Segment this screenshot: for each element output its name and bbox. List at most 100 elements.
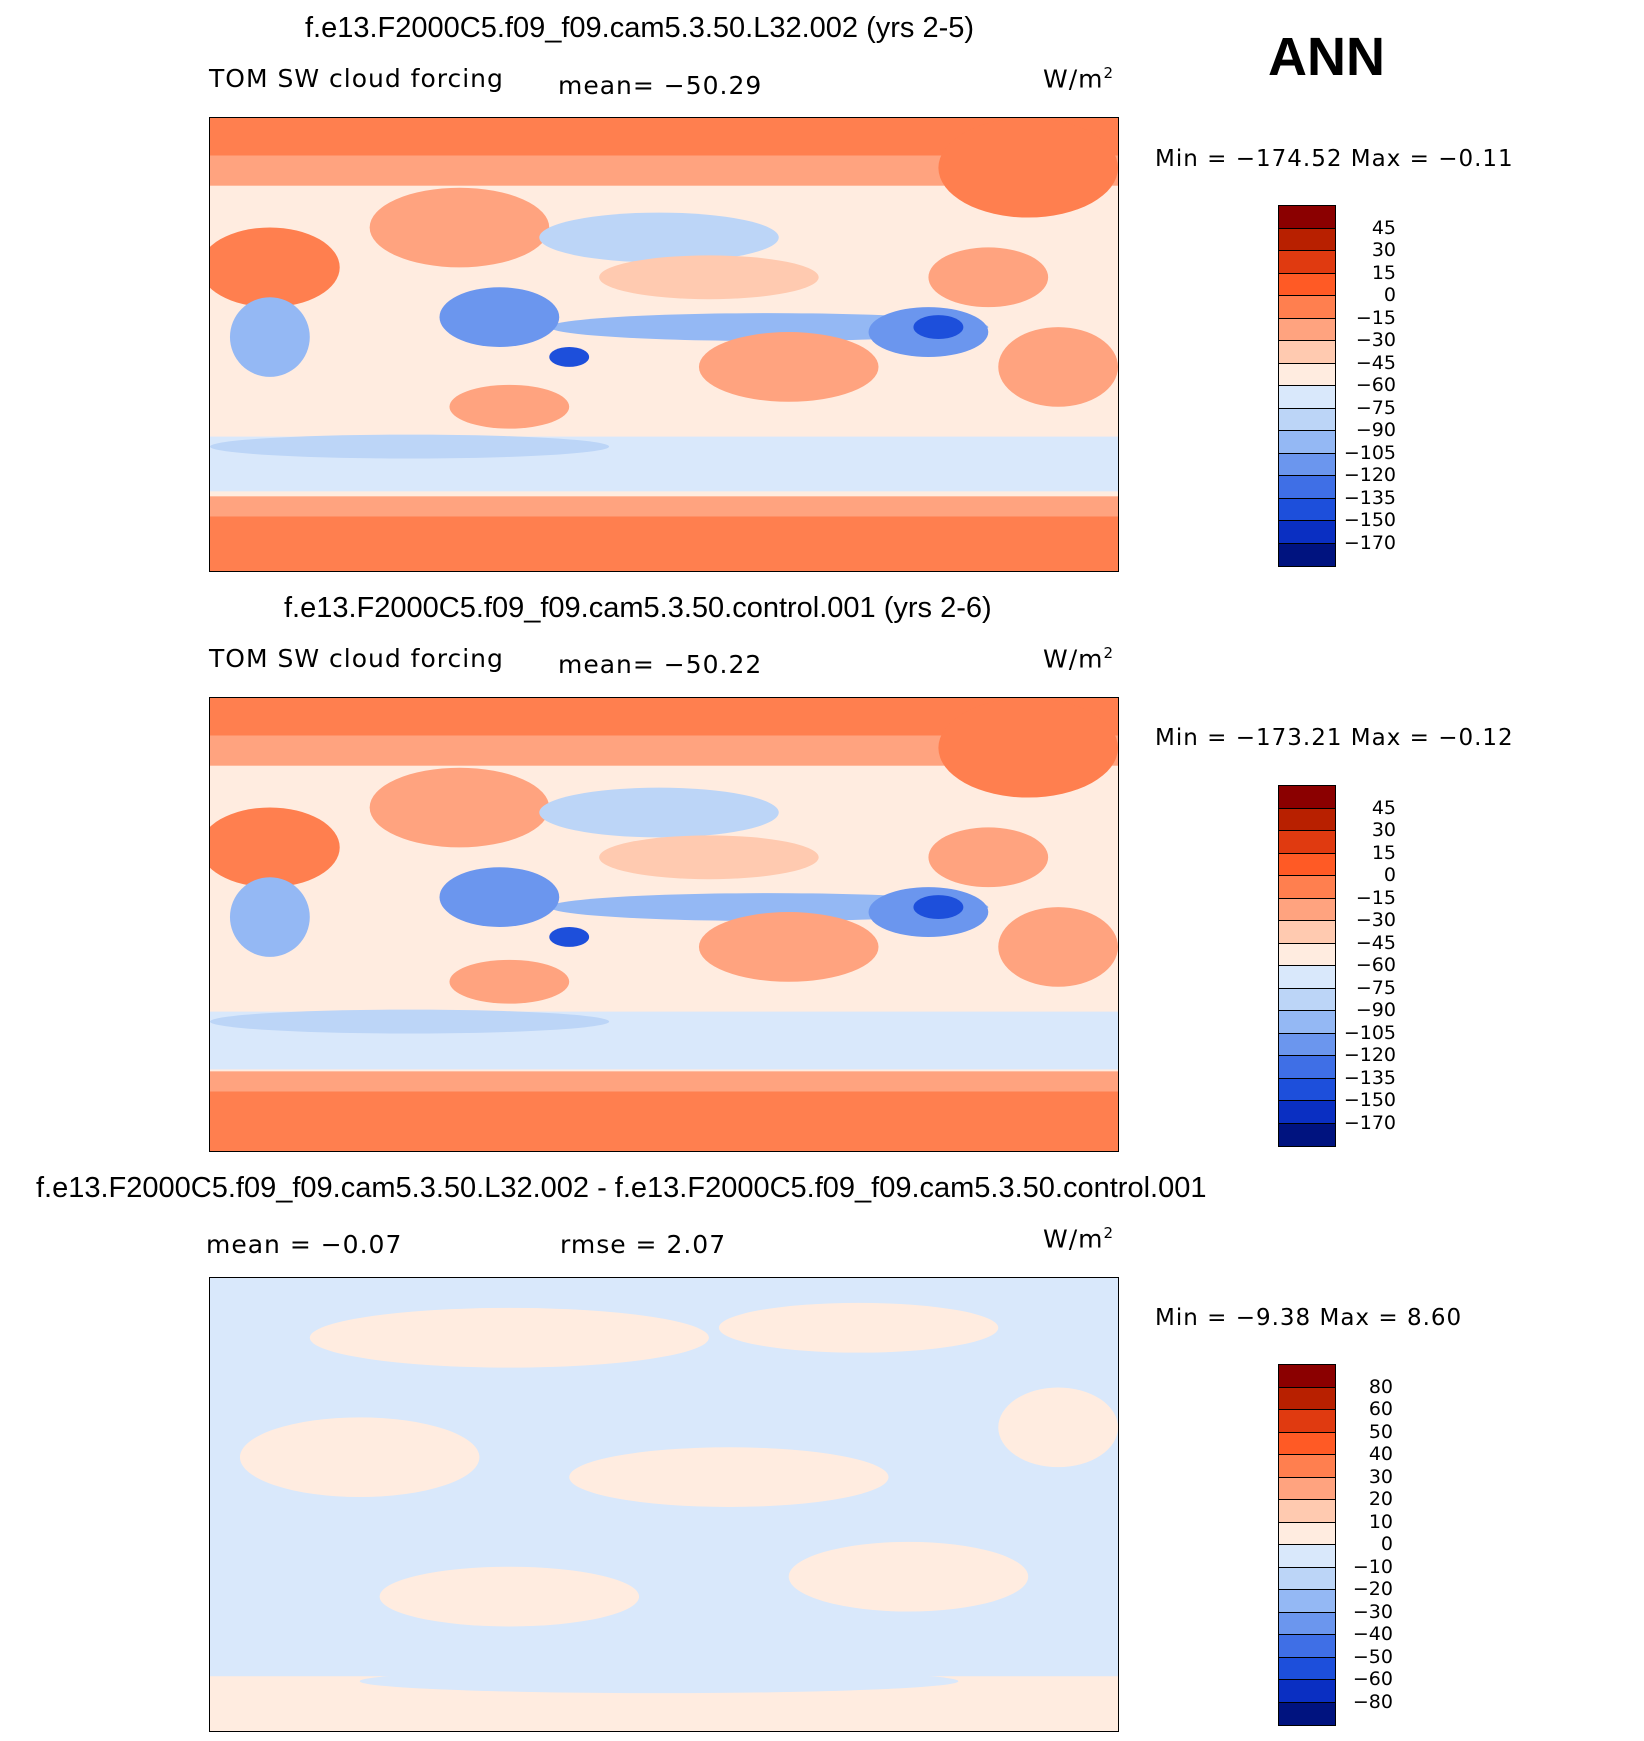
colorbar-swatch	[1279, 318, 1335, 341]
colorbar-swatch	[1279, 1455, 1335, 1478]
colorbar-tick-label: −60	[1355, 954, 1396, 976]
colorbar-tick-label: 40	[1368, 1443, 1393, 1465]
colorbar-tick-label: −40	[1352, 1623, 1393, 1645]
panel3-colorbar	[1278, 1364, 1336, 1726]
colorbar-tick-label: 0	[1380, 1533, 1393, 1555]
colorbar-swatch	[1279, 206, 1335, 229]
colorbar-tick-label: 20	[1368, 1488, 1393, 1510]
colorbar-swatch	[1279, 1432, 1335, 1455]
colorbar-swatch	[1279, 386, 1335, 409]
colorbar-tick-label: −45	[1355, 351, 1396, 374]
panel2-field-label: TOM SW cloud forcing	[209, 644, 504, 673]
colorbar-swatch	[1279, 966, 1335, 989]
panel2-units: W/m2	[1043, 644, 1115, 674]
colorbar-swatch	[1279, 453, 1335, 476]
colorbar-tick-label: −30	[1355, 909, 1396, 931]
season-label: ANN	[1268, 27, 1385, 87]
panel3-rmse: rmse = 2.07	[560, 1230, 727, 1259]
colorbar-tick-label: −60	[1355, 374, 1396, 396]
colorbar-swatch	[1279, 1657, 1335, 1680]
colorbar-tick-label: −45	[1355, 931, 1396, 954]
colorbar-swatch	[1279, 1387, 1335, 1410]
colorbar-tick-label: −90	[1355, 999, 1396, 1021]
colorbar-swatch	[1279, 1567, 1335, 1590]
colorbar-tick-label: −135	[1343, 1066, 1396, 1089]
panel1-colorbar	[1278, 205, 1336, 567]
colorbar-tick-label: −170	[1343, 531, 1396, 554]
colorbar-swatch	[1279, 543, 1335, 566]
colorbar-tick-label: 15	[1371, 261, 1396, 284]
colorbar-swatch	[1279, 1033, 1335, 1056]
colorbar-tick-label: −105	[1343, 441, 1396, 464]
colorbar-swatch	[1279, 1101, 1335, 1124]
colorbar-tick-label: −75	[1355, 396, 1396, 419]
colorbar-swatch	[1279, 831, 1335, 854]
colorbar-tick-label: −10	[1352, 1555, 1393, 1578]
colorbar-tick-label: −20	[1352, 1578, 1393, 1600]
colorbar-swatch	[1279, 521, 1335, 544]
colorbar-tick-label: 0	[1383, 284, 1396, 306]
colorbar-swatch	[1279, 341, 1335, 364]
panel3-title: f.e13.F2000C5.f09_f09.cam5.3.50.L32.002 …	[36, 1172, 1207, 1204]
colorbar-swatch	[1279, 1635, 1335, 1658]
colorbar-tick-label: −105	[1343, 1021, 1396, 1044]
colorbar-swatch	[1279, 1123, 1335, 1146]
colorbar-tick-label: −80	[1352, 1690, 1393, 1713]
colorbar-swatch	[1279, 1365, 1335, 1388]
colorbar-tick-label: −135	[1343, 486, 1396, 509]
colorbar-tick-label: −150	[1343, 1089, 1396, 1111]
panel1-units: W/m2	[1043, 64, 1115, 94]
colorbar-swatch	[1279, 1590, 1335, 1613]
panel1-minmax: Min = −174.52 Max = −0.11	[1155, 146, 1514, 172]
colorbar-swatch	[1279, 408, 1335, 431]
panel1-field-label: TOM SW cloud forcing	[209, 64, 504, 93]
colorbar-swatch	[1279, 1011, 1335, 1034]
colorbar-tick-label: −60	[1352, 1668, 1393, 1690]
colorbar-tick-label: 15	[1371, 841, 1396, 864]
panel2-colorbar	[1278, 785, 1336, 1147]
colorbar-swatch	[1279, 1522, 1335, 1545]
panel2-map	[209, 697, 1119, 1152]
colorbar-tick-label: 30	[1368, 1465, 1393, 1488]
panel2-title: f.e13.F2000C5.f09_f09.cam5.3.50.control.…	[284, 592, 992, 624]
colorbar-tick-label: 50	[1368, 1420, 1393, 1443]
colorbar-swatch	[1279, 476, 1335, 499]
panel3-mean: mean = −0.07	[206, 1230, 403, 1259]
colorbar-swatch	[1279, 1477, 1335, 1500]
colorbar-swatch	[1279, 363, 1335, 386]
colorbar-tick-label: −120	[1343, 464, 1396, 486]
colorbar-swatch	[1279, 431, 1335, 454]
colorbar-swatch	[1279, 296, 1335, 319]
panel1-title: f.e13.F2000C5.f09_f09.cam5.3.50.L32.002 …	[305, 12, 975, 44]
colorbar-swatch	[1279, 273, 1335, 296]
colorbar-swatch	[1279, 1545, 1335, 1568]
colorbar-tick-label: 80	[1368, 1375, 1393, 1398]
colorbar-swatch	[1279, 876, 1335, 899]
colorbar-tick-label: 30	[1371, 819, 1396, 841]
colorbar-tick-label: −30	[1352, 1600, 1393, 1623]
colorbar-swatch	[1279, 1500, 1335, 1523]
colorbar-swatch	[1279, 921, 1335, 944]
colorbar-tick-label: −15	[1355, 306, 1396, 329]
colorbar-tick-label: 45	[1371, 216, 1396, 239]
colorbar-swatch	[1279, 853, 1335, 876]
colorbar-swatch	[1279, 786, 1335, 809]
colorbar-tick-label: 0	[1383, 864, 1396, 886]
panel3-units: W/m2	[1043, 1224, 1115, 1254]
colorbar-tick-label: −90	[1355, 419, 1396, 441]
panel1-map	[209, 117, 1119, 572]
colorbar-swatch	[1279, 1680, 1335, 1703]
colorbar-tick-label: −170	[1343, 1111, 1396, 1134]
colorbar-tick-label: 10	[1368, 1510, 1393, 1533]
colorbar-swatch	[1279, 898, 1335, 921]
colorbar-swatch	[1279, 943, 1335, 966]
panel2-minmax: Min = −173.21 Max = −0.12	[1155, 725, 1514, 751]
colorbar-swatch	[1279, 1612, 1335, 1635]
panel2-mean: mean= −50.22	[558, 650, 763, 679]
colorbar-tick-label: −30	[1355, 329, 1396, 351]
colorbar-swatch	[1279, 1702, 1335, 1725]
colorbar-swatch	[1279, 1056, 1335, 1079]
colorbar-tick-label: 30	[1371, 239, 1396, 261]
colorbar-swatch	[1279, 228, 1335, 251]
colorbar-tick-label: −15	[1355, 886, 1396, 909]
